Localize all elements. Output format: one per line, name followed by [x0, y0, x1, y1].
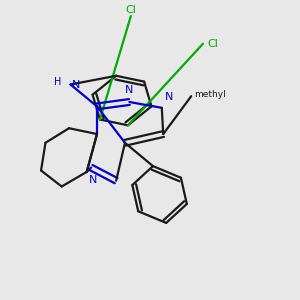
Text: Cl: Cl — [207, 39, 218, 49]
Text: N: N — [125, 85, 134, 95]
Text: N: N — [72, 80, 80, 89]
Text: H: H — [54, 76, 62, 87]
Text: N: N — [88, 175, 97, 185]
Text: N: N — [165, 92, 173, 102]
Text: methyl: methyl — [194, 90, 226, 99]
Text: Cl: Cl — [125, 4, 136, 15]
